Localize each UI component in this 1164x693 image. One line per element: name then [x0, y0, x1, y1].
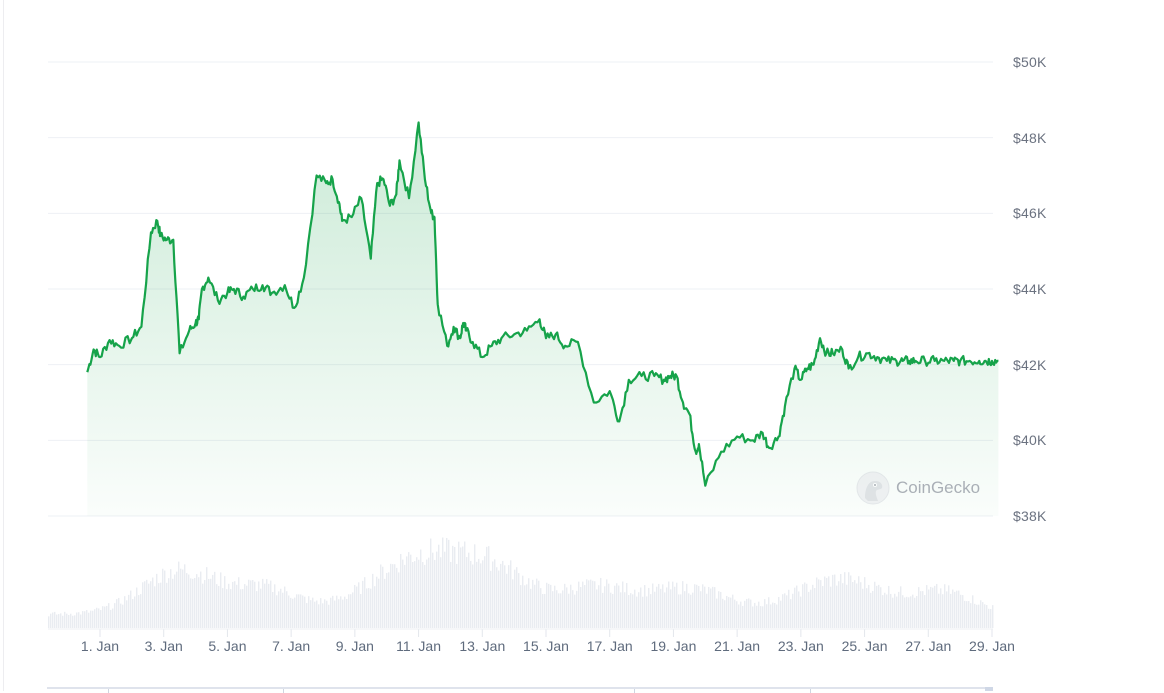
- y-axis-label: $44K: [1013, 281, 1047, 297]
- x-axis-label: 19. Jan: [650, 638, 697, 654]
- navigator-tick: [810, 689, 811, 693]
- gecko-logo-icon: [856, 471, 890, 505]
- coingecko-watermark: CoinGecko: [856, 471, 980, 505]
- frame-border: [3, 0, 4, 691]
- x-axis-label: 29. Jan: [969, 638, 1015, 654]
- y-axis-label: $50K: [1013, 54, 1047, 70]
- watermark-text: CoinGecko: [896, 478, 981, 497]
- navigator-tick: [634, 689, 635, 693]
- navigator-tick: [283, 689, 284, 693]
- range-navigator[interactable]: [47, 687, 993, 693]
- price-line[interactable]: [86, 121, 999, 487]
- x-axis-label: 27. Jan: [905, 638, 952, 654]
- x-axis-label: 13. Jan: [459, 638, 506, 654]
- y-axis-label: $42K: [1013, 356, 1047, 373]
- y-axis-label: $40K: [1013, 432, 1047, 449]
- x-axis-label: 3. Jan: [144, 638, 183, 654]
- volume-bars: [48, 537, 994, 628]
- x-axis-ticks: [48, 628, 993, 637]
- x-axis-label: 17. Jan: [586, 638, 633, 654]
- y-axis-label: $46K: [1013, 205, 1047, 222]
- y-axis-label: $48K: [1013, 129, 1047, 146]
- navigator-tick: [108, 689, 109, 693]
- x-axis-label: 7. Jan: [272, 638, 311, 654]
- x-axis-label: 5. Jan: [208, 638, 247, 654]
- y-axis-label: $38K: [1013, 508, 1047, 524]
- x-axis-label: 15. Jan: [523, 638, 569, 654]
- x-axis-label: 25. Jan: [841, 638, 888, 654]
- x-axis-label: 11. Jan: [396, 638, 442, 654]
- price-area: [87, 122, 999, 516]
- x-axis-label: 23. Jan: [777, 638, 824, 654]
- x-axis-label: 9. Jan: [335, 638, 374, 654]
- x-axis-label: 21. Jan: [714, 638, 761, 654]
- x-axis-label: 1. Jan: [80, 638, 120, 654]
- navigator-scroll-handle[interactable]: [985, 687, 993, 691]
